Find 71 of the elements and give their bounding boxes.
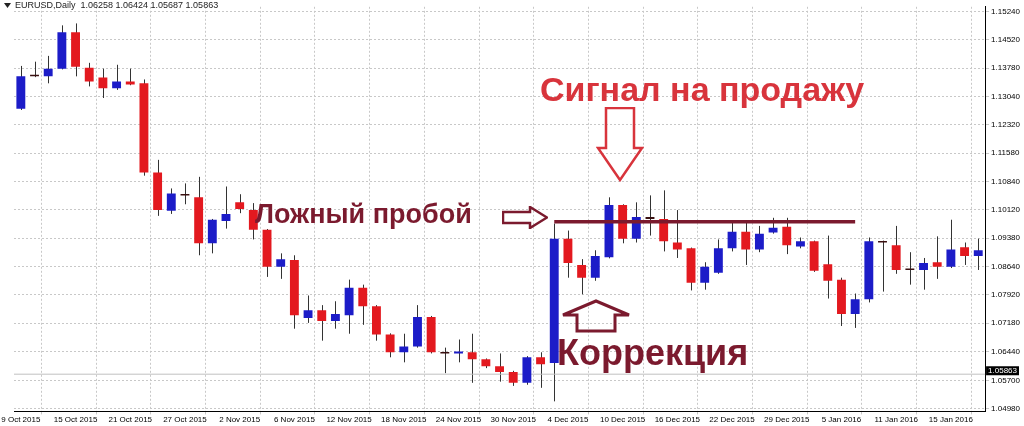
candlestick [399,333,409,363]
y-tick-label: 1.12320 [991,119,1021,129]
y-tick-label: 1.06440 [991,347,1021,357]
candlestick [536,351,546,389]
candlestick [43,55,53,84]
x-tick-label: 27 Oct 2015 [163,415,208,425]
x-tick-label: 30 Nov 2015 [490,415,537,425]
x-tick-label: 6 Nov 2015 [273,415,316,425]
candlestick [932,235,942,280]
x-tick-label: 18 Nov 2015 [381,415,428,425]
candlestick [700,261,710,291]
y-tick-label: 1.13040 [991,92,1021,102]
y-tick-label: 1.07180 [991,318,1021,328]
y-tick-label: 1.09380 [991,233,1021,243]
y-tick-label: 1.04980 [991,403,1021,413]
x-tick-label: 11 Jan 2016 [874,415,919,425]
y-tick-label: 1.15240 [991,7,1021,17]
y-tick-label: 1.13780 [991,63,1021,73]
candlestick [973,238,983,271]
candlestick [330,300,340,330]
annotation: Коррекция [557,331,749,373]
x-tick-label: 21 Oct 2015 [108,415,153,425]
candlestick [645,194,655,237]
candlestick [221,185,231,230]
x-tick-label: 24 Nov 2015 [435,415,482,425]
x-tick-label: 4 Dec 2015 [547,415,589,425]
x-tick-label: 22 Dec 2015 [709,415,756,425]
candlestick [276,252,286,280]
annotation: Сигнал на продажу [540,70,865,109]
x-tick-label: 16 Dec 2015 [654,415,701,425]
candlestick [919,257,928,291]
x-tick-label: 2 Nov 2015 [219,415,261,425]
x-tick-label: 15 Oct 2015 [53,415,98,425]
candlestick [358,284,368,326]
candlestick [84,62,94,87]
x-tick-label: 5 Jan 2016 [821,415,862,425]
candlestick [495,352,504,383]
y-tick-label: 1.14520 [991,34,1021,44]
y-tick-label: 1.10840 [991,177,1021,187]
candlestick [946,219,956,269]
x-tick-label: 10 Dec 2015 [599,415,646,425]
ref-line-label: 1.05863 [988,365,1018,375]
candlestick [235,193,245,214]
candlestick [905,251,915,286]
candlestick [166,187,176,215]
candlestick [385,332,395,358]
candlestick [590,249,600,282]
candlestick [317,304,327,342]
candlestick [878,240,887,293]
y-tick-label: 1.07920 [991,289,1021,299]
candlestick [850,293,860,329]
x-tick-label: 12 Nov 2015 [326,415,373,425]
candlestick [207,218,217,254]
candlestick [98,68,108,99]
y-tick-label: 1.10120 [991,204,1021,214]
candlestick [112,64,122,91]
candlestick [303,294,313,324]
x-tick-label: 15 Jan 2016 [928,415,974,425]
x-tick-label: 9 Oct 2015 [1,415,41,425]
candlestick [782,217,792,255]
candlestick [741,222,751,266]
candlestick [754,225,764,253]
y-tick-label: 1.05700 [991,375,1021,385]
candlestick [823,235,833,300]
candlestick [960,242,970,266]
y-tick-label: 1.08640 [991,262,1021,272]
chart-title: EURUSD,Daily 1.06258 1.06424 1.05687 1.05863 [15,0,219,10]
candlestick [577,258,587,295]
x-tick-label: 29 Dec 2015 [764,415,810,425]
candlestick [467,333,477,384]
y-tick-label: 1.11580 [991,148,1020,158]
